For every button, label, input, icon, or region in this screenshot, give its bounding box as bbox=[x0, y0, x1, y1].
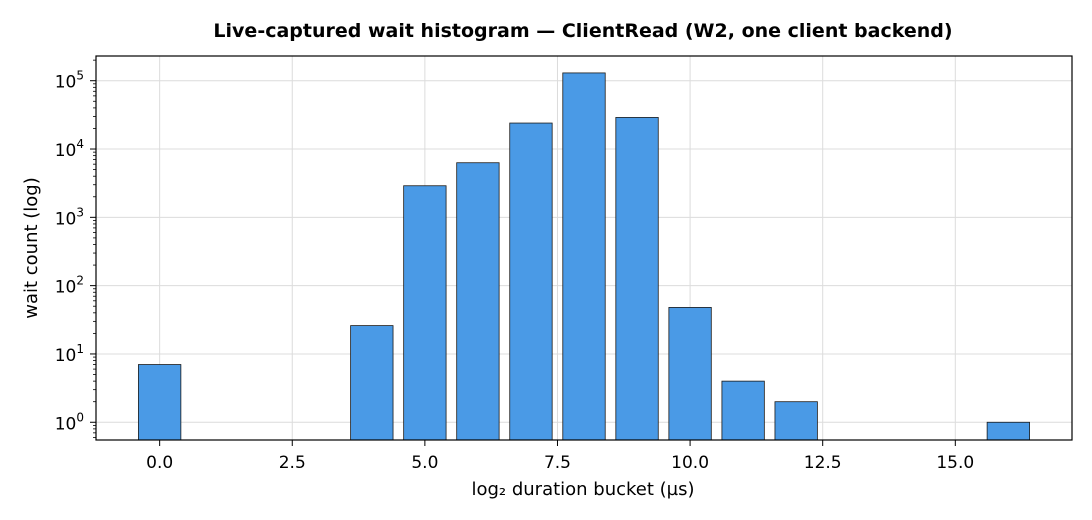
plot-area-frame bbox=[95, 55, 1073, 441]
histogram-bar bbox=[456, 162, 500, 441]
histogram-bar bbox=[615, 117, 659, 441]
histogram-bar bbox=[509, 122, 553, 441]
y-tick-label-exponent: 2 bbox=[76, 274, 84, 288]
bars bbox=[138, 72, 1030, 441]
histogram-bar bbox=[668, 307, 712, 441]
histogram-bar bbox=[403, 185, 447, 441]
y-tick-label-exponent: 5 bbox=[76, 69, 84, 83]
x-tick-label: 15.0 bbox=[936, 453, 974, 473]
y-tick-label: 100 bbox=[55, 410, 84, 434]
y-tick-label: 101 bbox=[55, 342, 84, 366]
x-tick-label: 10.0 bbox=[671, 453, 709, 473]
chart-title: Live-captured wait histogram — ClientRea… bbox=[213, 20, 952, 42]
y-axis-label: wait count (log) bbox=[21, 177, 42, 319]
x-tick-label: 0.0 bbox=[146, 453, 173, 473]
x-tick-label: 5.0 bbox=[411, 453, 438, 473]
y-tick-label-base: 10 bbox=[55, 414, 77, 434]
x-tick-label: 12.5 bbox=[804, 453, 842, 473]
y-tick-label-base: 10 bbox=[55, 73, 77, 93]
y-tick-label: 103 bbox=[55, 205, 84, 229]
y-tick-label-exponent: 4 bbox=[76, 137, 84, 151]
x-tick-label: 7.5 bbox=[544, 453, 571, 473]
y-tick-label-base: 10 bbox=[55, 278, 77, 298]
y-tick-label: 105 bbox=[55, 69, 84, 93]
histogram-bar bbox=[138, 364, 182, 441]
y-tick-label-exponent: 1 bbox=[76, 342, 84, 356]
histogram-bar bbox=[721, 380, 765, 441]
y-tick-label-exponent: 3 bbox=[76, 205, 84, 219]
histogram-bar bbox=[774, 401, 818, 441]
x-axis-label: log₂ duration bucket (µs) bbox=[471, 479, 694, 500]
x-tick-label: 2.5 bbox=[279, 453, 306, 473]
histogram-bar bbox=[562, 72, 606, 441]
x-axis-ticks: 0.0 2.5 5.0 7.5 10.0 12.5 15.0 bbox=[146, 440, 974, 473]
y-tick-label-base: 10 bbox=[55, 141, 77, 161]
y-tick-label-base: 10 bbox=[55, 346, 77, 366]
y-tick-label-exponent: 0 bbox=[76, 410, 84, 424]
y-tick-label: 104 bbox=[55, 137, 84, 161]
histogram-bar bbox=[986, 421, 1030, 441]
y-tick-label: 102 bbox=[55, 274, 84, 298]
y-tick-label-base: 10 bbox=[55, 209, 77, 229]
histogram-bar bbox=[350, 325, 394, 441]
